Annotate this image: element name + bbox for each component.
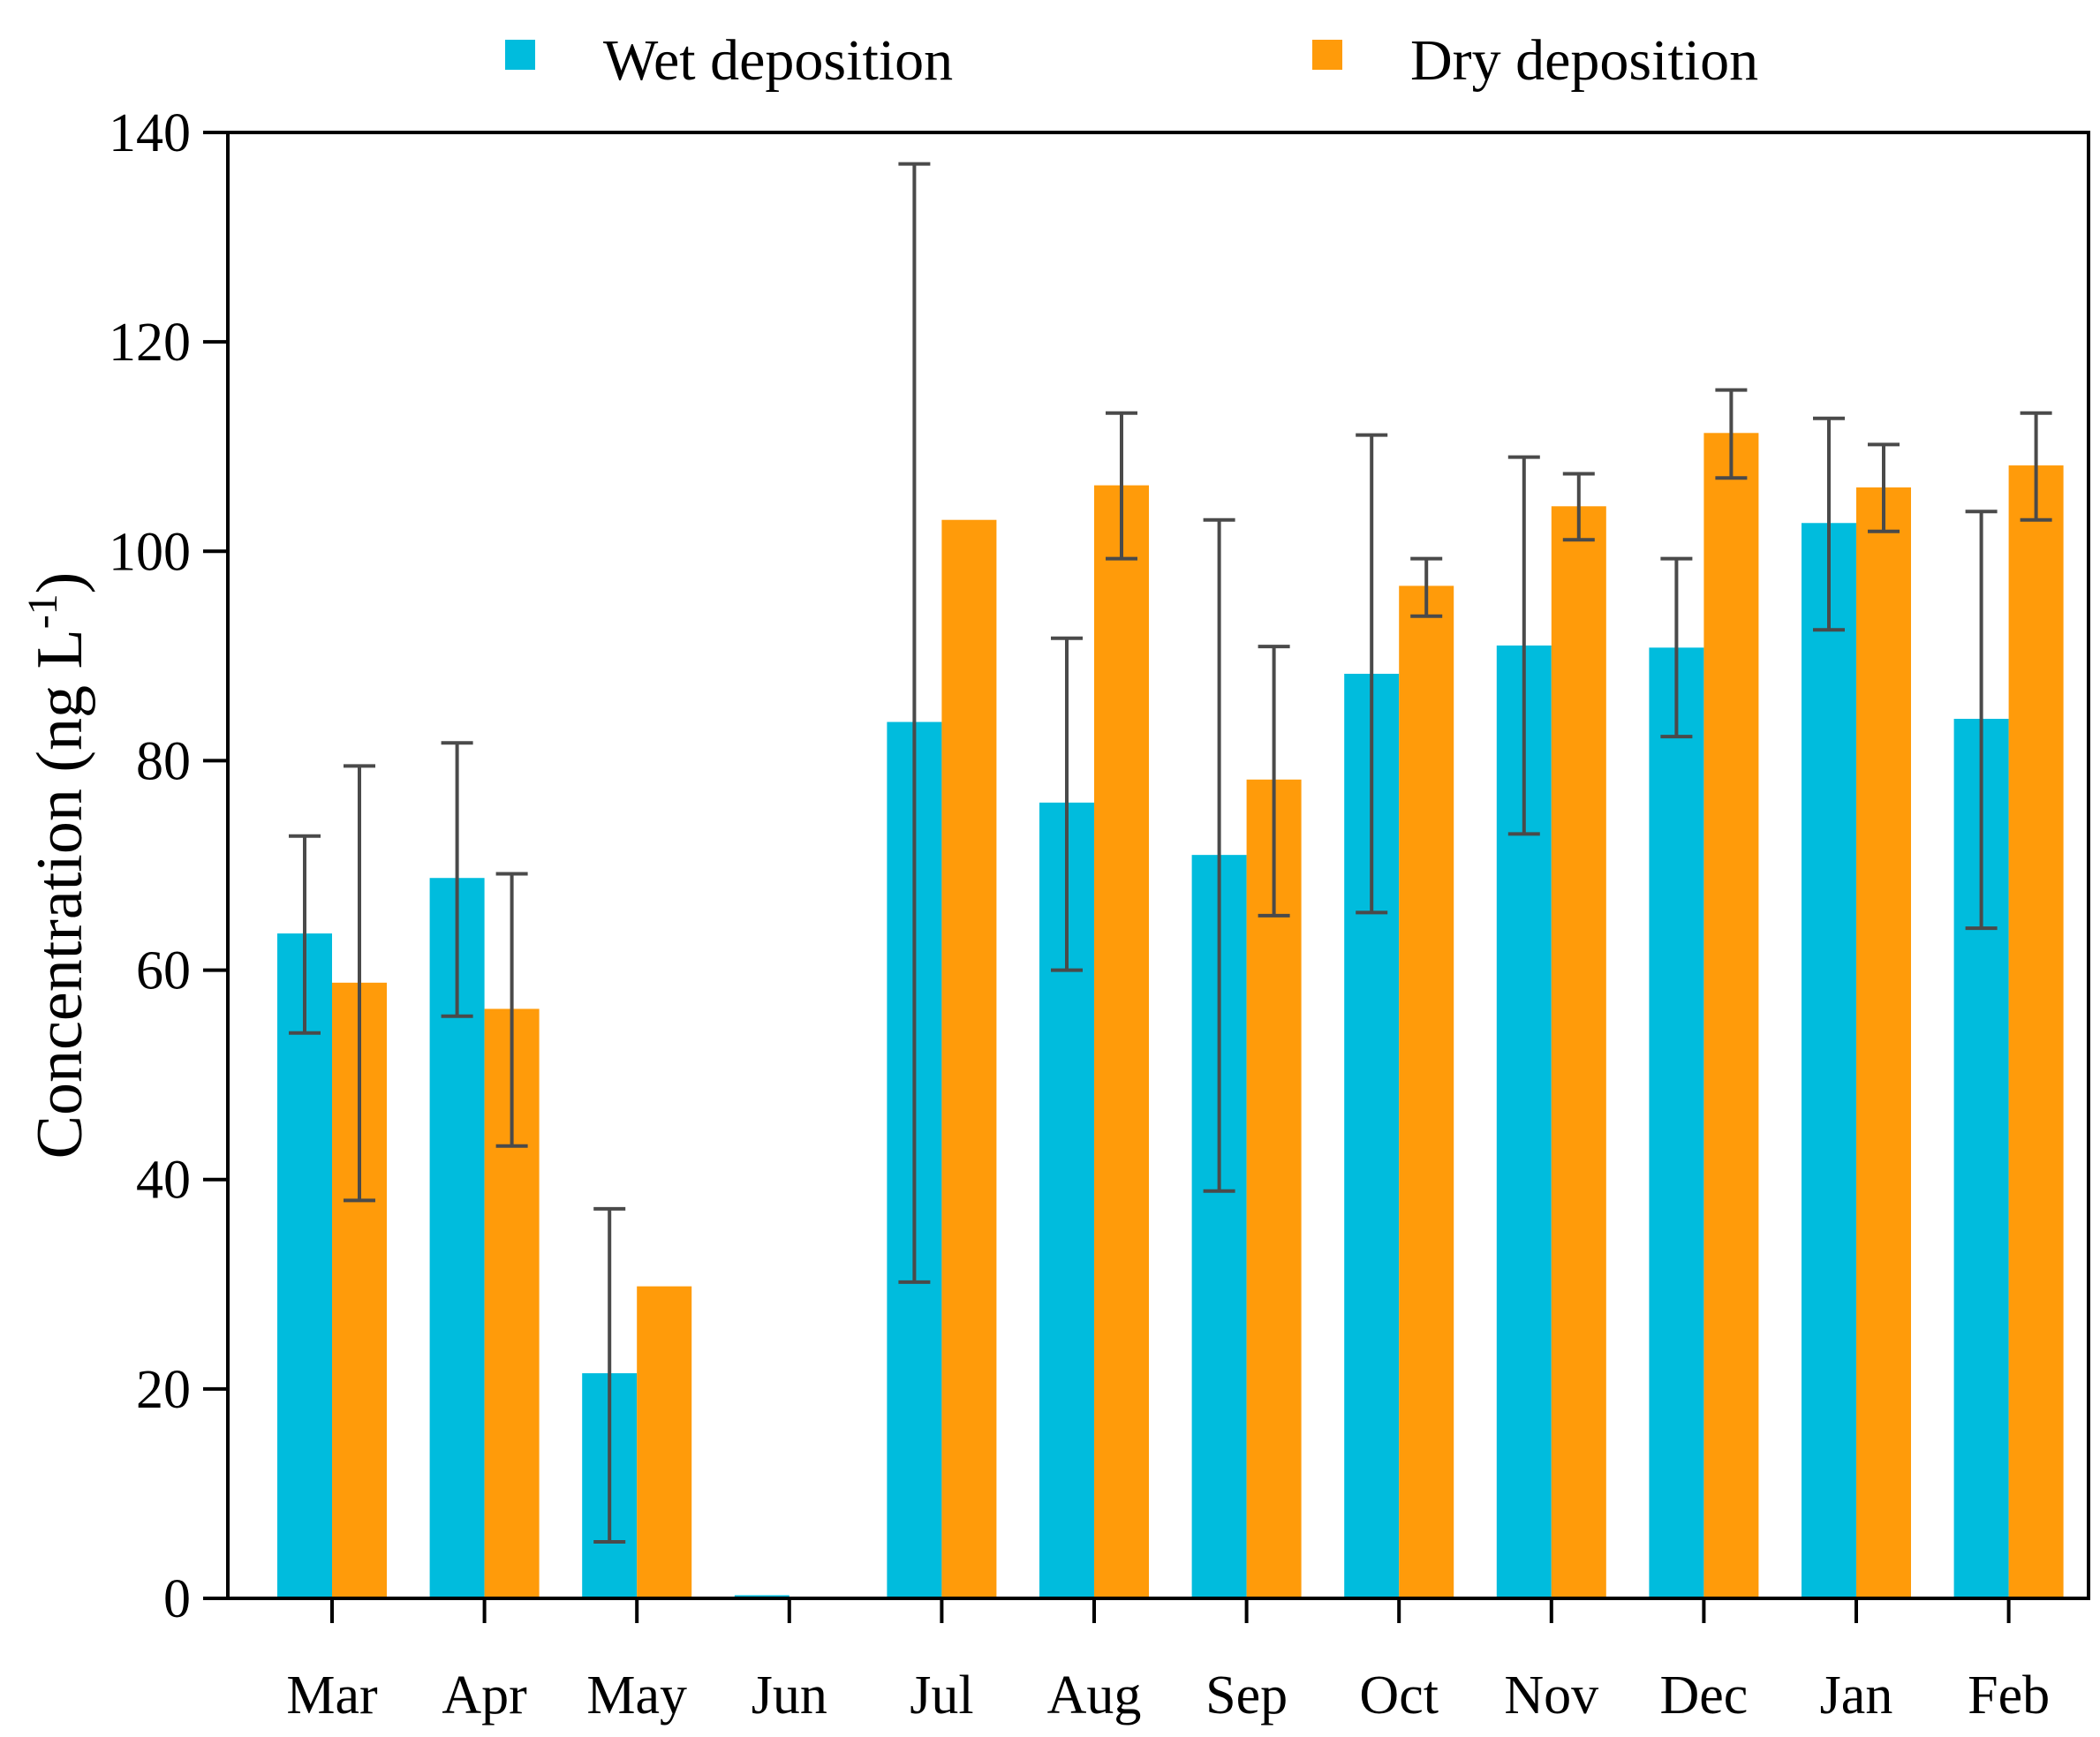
x-tick-label: Aug (1047, 1665, 1142, 1726)
bar-dry-may (637, 1286, 692, 1598)
y-axis: 0 20 40 60 80 100 120 140 (109, 103, 228, 1629)
bar-dry-dec (1703, 433, 1759, 1598)
x-tick-label: Oct (1359, 1665, 1439, 1726)
legend-swatch-dry (1312, 40, 1342, 70)
x-tick-label: Jul (910, 1665, 973, 1726)
y-axis-title-close: ) (24, 572, 96, 594)
bar-dry-jul (941, 519, 997, 1598)
y-tick-label: 0 (163, 1569, 191, 1629)
y-tick-label: 80 (136, 731, 191, 791)
y-axis-title-main: Concentration (ng L (24, 629, 96, 1159)
x-tick-label: Jan (1820, 1665, 1893, 1726)
bar-wet-jan (1802, 523, 1856, 1598)
y-tick-label: 40 (136, 1151, 191, 1211)
legend-swatch-wet (505, 40, 535, 70)
y-tick-label: 20 (136, 1360, 191, 1420)
y-tick-label: 60 (136, 941, 191, 1001)
y-tick-label: 140 (109, 103, 191, 163)
bar-wet-mar (277, 933, 332, 1598)
y-tick-label: 120 (109, 313, 191, 373)
legend: Wet deposition Dry deposition (505, 28, 1758, 93)
bar-dry-nov (1551, 506, 1606, 1598)
x-axis: Mar Apr May Jun Jul Aug Sep Oct Nov Dec Jan Feb (286, 1598, 2050, 1726)
legend-label-wet: Wet deposition (603, 28, 953, 93)
y-axis-title: Concentration (ng L-1) (19, 572, 96, 1159)
bar-dry-jan (1856, 487, 1911, 1598)
x-tick-label: May (586, 1665, 687, 1726)
x-tick-label: Dec (1659, 1665, 1748, 1726)
y-tick-label: 100 (109, 522, 191, 582)
error-bars-layer (289, 162, 2052, 1544)
x-tick-label: Jun (752, 1665, 827, 1726)
x-tick-label: Apr (442, 1665, 527, 1726)
legend-label-dry: Dry deposition (1410, 28, 1758, 93)
bar-dry-aug (1094, 485, 1149, 1598)
bar-dry-feb (2008, 465, 2064, 1598)
bar-wet-dec (1649, 647, 1704, 1599)
plot-frame (226, 131, 2090, 1600)
x-tick-label: Feb (1968, 1665, 2050, 1726)
x-tick-label: Sep (1205, 1665, 1288, 1726)
bar-dry-oct (1399, 585, 1454, 1598)
x-tick-label: Mar (286, 1665, 378, 1726)
y-axis-title-sup: -1 (19, 593, 66, 629)
x-tick-label: Nov (1504, 1665, 1598, 1726)
bars-layer (277, 433, 2064, 1599)
